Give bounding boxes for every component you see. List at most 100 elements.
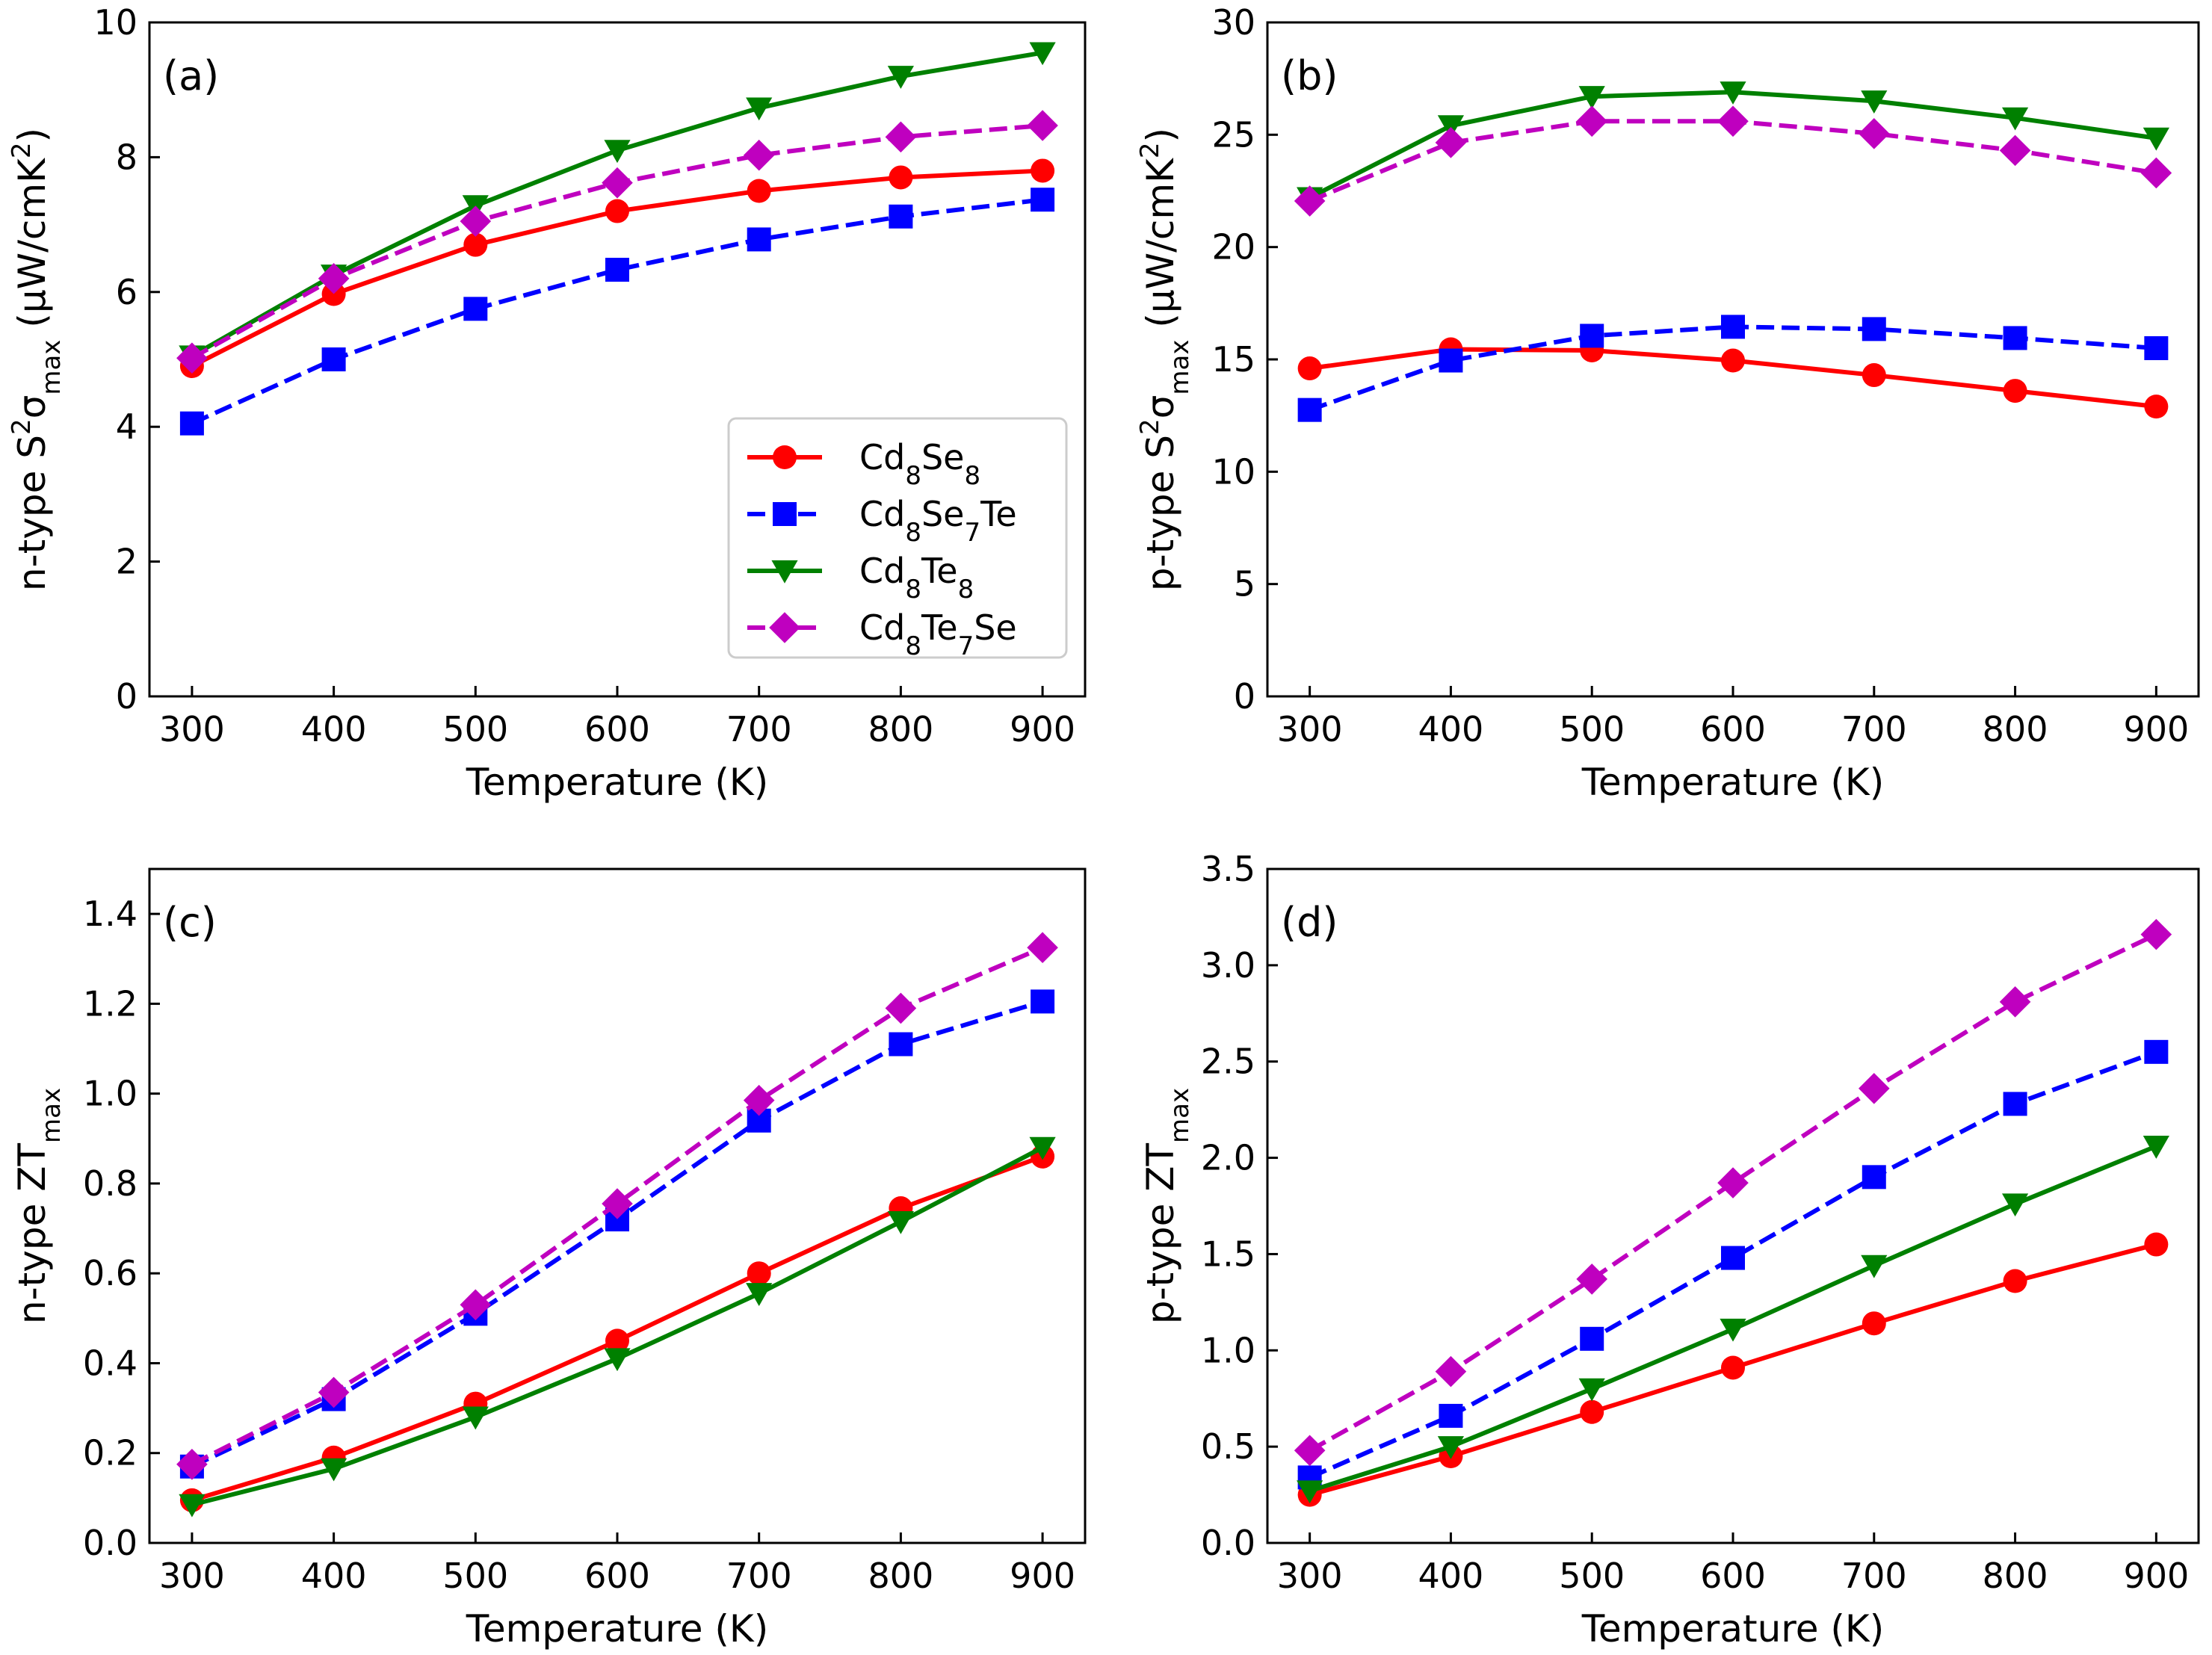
data-point-cd8se7te (179, 411, 204, 436)
data-point-cd8se7te (889, 1032, 913, 1057)
data-point-cd8te7se (1717, 105, 1749, 137)
y-tick-label: 0 (116, 676, 138, 717)
x-tick-label: 800 (1983, 709, 2048, 749)
y-label-main: p-type S (1139, 435, 1182, 591)
data-point-cd8se8 (1580, 1399, 1604, 1424)
y-tick-label: 1.0 (1201, 1330, 1255, 1370)
legend-marker (769, 612, 800, 643)
legend-label-part: 8 (964, 461, 980, 491)
data-point-cd8se8 (2003, 379, 2027, 403)
y-tick-label: 3.5 (1201, 849, 1255, 889)
data-point-cd8se8 (2144, 395, 2169, 419)
data-point-cd8se7te (1439, 348, 1463, 373)
x-tick-label: 400 (301, 1556, 367, 1596)
data-point-cd8te7se (1027, 932, 1058, 964)
legend-label-part: 8 (905, 518, 921, 548)
data-point-cd8se7te (2003, 326, 2027, 350)
y-tick-label: 0 (1234, 676, 1255, 717)
data-point-cd8te8 (1578, 86, 1605, 109)
x-tick-label: 700 (1841, 709, 1907, 749)
data-point-cd8te7se (602, 167, 633, 199)
data-point-cd8se7te (1297, 397, 1322, 422)
y-label-main: n-type ZT (10, 1143, 54, 1325)
panel-label: (b) (1281, 52, 1338, 99)
plot-frame (148, 867, 1087, 1544)
x-tick-label: 600 (1700, 709, 1766, 749)
legend-label-part: 8 (958, 575, 974, 604)
data-point-cd8se7te (1862, 1165, 1886, 1190)
y-axis-label: n-type S2σmax (µW/cmK2) (7, 128, 67, 591)
data-point-cd8te7se (1294, 1435, 1326, 1467)
legend-box (727, 417, 1068, 659)
legend-label-part: 8 (905, 631, 921, 661)
y-tick-label: 0.6 (83, 1253, 138, 1293)
y-tick-label: 0.4 (83, 1343, 138, 1383)
data-point-cd8te8 (2143, 1136, 2169, 1159)
data-point-cd8se7te (1439, 1403, 1463, 1428)
data-point-cd8te8 (1437, 1436, 1465, 1459)
y-label-sigma: σ (1139, 395, 1182, 419)
data-point-cd8te7se (885, 121, 917, 153)
data-point-cd8te7se (602, 1188, 633, 1219)
data-point-cd8se7te (1580, 324, 1604, 348)
data-point-cd8te8 (1720, 81, 1746, 105)
data-point-cd8te7se (460, 205, 492, 237)
legend-label-part: Se (974, 607, 1017, 648)
data-point-cd8te8 (2001, 107, 2029, 131)
data-point-cd8se8 (2144, 1232, 2169, 1257)
data-point-cd8se8 (2003, 1269, 2027, 1293)
data-point-cd8te8 (1861, 1255, 1888, 1278)
data-point-cd8se8 (747, 1261, 771, 1286)
legend-item-cd8se7te: Cd8Se7Te (747, 494, 1017, 548)
data-point-cd8te8 (1578, 1378, 1605, 1402)
data-point-cd8te8 (179, 1494, 206, 1518)
y-tick-label: 1.2 (83, 983, 138, 1024)
data-point-cd8se8 (889, 165, 913, 190)
x-tick-label: 700 (1841, 1556, 1907, 1596)
data-point-cd8se7te (1031, 989, 1055, 1014)
data-point-cd8se7te (747, 227, 771, 252)
legend-label: Cd8Se8 (859, 437, 980, 491)
y-tick-label: 0.0 (83, 1523, 138, 1563)
data-point-cd8te8 (887, 66, 914, 89)
y-label-unit: (µW/cmK (10, 158, 54, 340)
data-point-cd8te8 (604, 1348, 631, 1372)
y-tick-label: 2.0 (1201, 1138, 1255, 1178)
y-label-sup: 2 (7, 418, 37, 435)
data-point-cd8se8 (1721, 1355, 1745, 1380)
x-tick-label: 900 (2123, 1556, 2189, 1596)
data-point-cd8te7se (1435, 127, 1467, 158)
y-tick-label: 3.0 (1201, 945, 1255, 986)
data-point-cd8te8 (1029, 1136, 1056, 1160)
data-point-cd8se8 (747, 179, 771, 203)
legend-label-part: Te (921, 607, 958, 648)
data-point-cd8te7se (2140, 157, 2172, 189)
legend-label-part: Se (921, 494, 965, 534)
data-point-cd8se8 (1031, 158, 1055, 183)
x-tick-label: 300 (159, 709, 225, 749)
y-label-main: p-type ZT (1139, 1143, 1182, 1325)
x-tick-label: 400 (301, 709, 367, 749)
data-point-cd8te7se (1435, 1355, 1467, 1388)
y-label-sub: max (1165, 1088, 1195, 1143)
data-point-cd8te7se (1576, 1263, 1608, 1295)
data-point-cd8te7se (1294, 185, 1326, 217)
y-tick-label: 0.5 (1201, 1426, 1255, 1467)
y-tick-label: 25 (1211, 114, 1255, 155)
panel-label: (c) (163, 899, 217, 946)
data-point-cd8se8 (463, 232, 488, 257)
x-tick-label: 800 (868, 709, 933, 749)
plot-frame (148, 21, 1087, 698)
y-tick-label: 0.2 (83, 1433, 138, 1473)
legend-item-cd8se8: Cd8Se8 (747, 437, 980, 491)
x-axis-label: Temperature (K) (466, 761, 768, 804)
y-tick-label: 2 (116, 542, 138, 582)
x-tick-label: 900 (1010, 709, 1075, 749)
data-point-cd8se7te (2144, 335, 2169, 360)
data-point-cd8se7te (463, 297, 488, 321)
data-point-cd8te7se (743, 139, 775, 171)
y-label-unit-sup: 2 (1135, 142, 1165, 158)
data-point-cd8te7se (743, 1084, 775, 1116)
